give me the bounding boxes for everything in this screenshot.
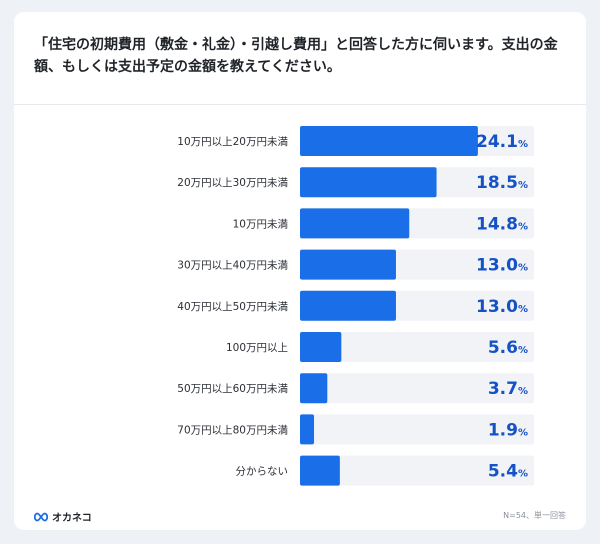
value-label: 18.5% xyxy=(476,173,528,193)
brand-name: オカネコ xyxy=(52,513,92,524)
value-label: 14.8% xyxy=(476,214,528,234)
category-label: 40万円以上50万円未満 xyxy=(177,301,288,313)
bar-track xyxy=(300,332,534,362)
bar-track xyxy=(300,414,534,445)
bar xyxy=(300,455,340,486)
brand-logo: オカネコ xyxy=(34,509,92,524)
category-label: 70万円以上80万円未満 xyxy=(177,424,288,436)
value-label: 3.7% xyxy=(488,379,528,399)
bar-track xyxy=(300,373,534,404)
category-label: 20万円以上30万円未満 xyxy=(177,177,288,189)
bar xyxy=(300,290,396,321)
bar xyxy=(300,332,342,362)
bar-chart: 10万円以上20万円未満 24.1% 20万円以上30万円未満 18.5% 10万円未満… xyxy=(177,126,534,486)
value-label: 13.0% xyxy=(476,297,528,317)
bar xyxy=(300,414,315,445)
bar xyxy=(300,373,328,404)
category-label: 分からない xyxy=(236,466,289,478)
chart-title: 「住宅の初期費用（敷金・礼金）・引越し費用」と回答した方に伺います。支出の金額、… xyxy=(34,37,558,75)
bar xyxy=(300,126,478,156)
bar xyxy=(300,249,396,280)
category-label: 30万円以上40万円未満 xyxy=(177,260,288,272)
category-label: 100万円以上 xyxy=(226,342,288,354)
category-label: 50万円以上60万円未満 xyxy=(177,383,288,395)
sample-note: N=54、単一回答 xyxy=(503,511,566,520)
value-label: 5.6% xyxy=(488,338,528,358)
value-label: 5.4% xyxy=(488,462,528,482)
category-label: 10万円以上20万円未満 xyxy=(177,136,288,148)
bar xyxy=(300,208,410,239)
infinity-icon xyxy=(34,512,48,521)
value-label: 13.0% xyxy=(476,256,528,276)
chart-card: 「住宅の初期費用（敷金・礼金）・引越し費用」と回答した方に伺います。支出の金額、… xyxy=(14,12,586,530)
bar xyxy=(300,167,437,198)
value-label: 24.1% xyxy=(476,132,528,152)
value-label: 1.9% xyxy=(488,420,528,440)
title-divider xyxy=(14,104,586,105)
category-label: 10万円未満 xyxy=(233,218,289,230)
bar-track xyxy=(300,455,534,486)
